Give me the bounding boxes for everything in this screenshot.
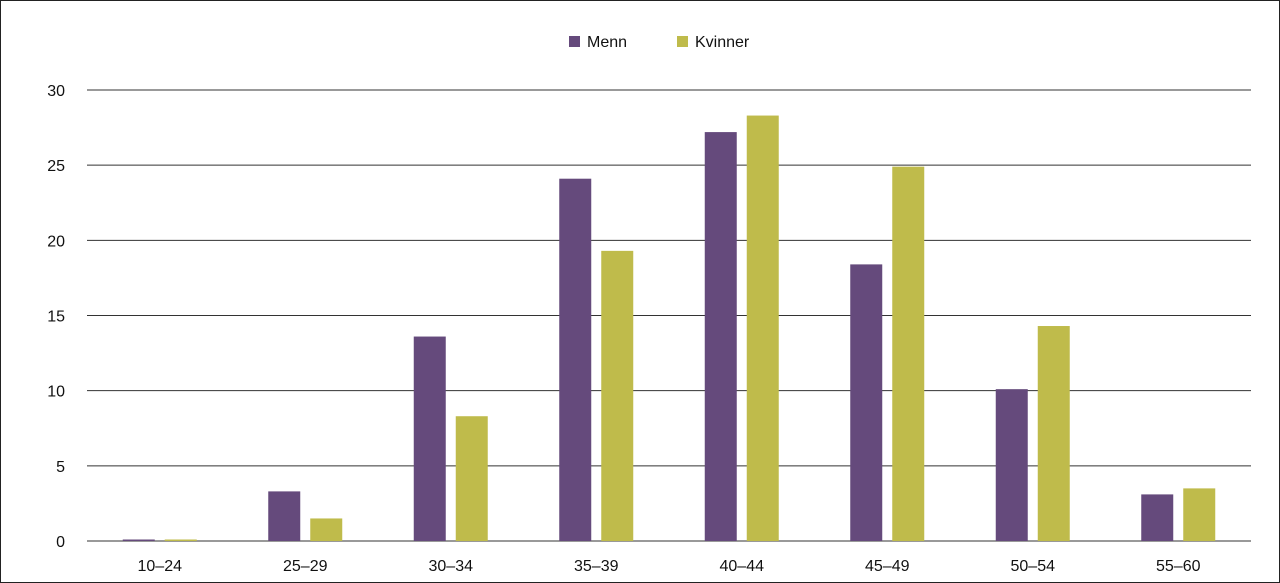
gridlines — [87, 89, 1251, 542]
x-tick-label: 10–24 — [138, 558, 183, 575]
bar-kvinner-4 — [746, 115, 779, 541]
y-tick-label: 25 — [47, 158, 65, 175]
legend-label-menn: Menn — [587, 34, 627, 51]
bar-menn-3 — [559, 178, 592, 542]
y-tick-label: 5 — [56, 459, 65, 476]
x-tick-label: 50–54 — [1011, 558, 1056, 575]
x-tick-label: 40–44 — [720, 558, 765, 575]
bar-menn-6 — [995, 389, 1028, 541]
bars — [122, 115, 1216, 542]
bar-menn-2 — [413, 336, 446, 541]
bar-menn-1 — [268, 491, 301, 541]
y-tick-label: 15 — [47, 309, 65, 326]
bar-kvinner-1 — [310, 518, 343, 541]
bar-kvinner-2 — [455, 416, 488, 541]
y-tick-label: 30 — [47, 83, 65, 100]
bar-kvinner-7 — [1183, 488, 1216, 541]
x-tick-label: 45–49 — [865, 558, 910, 575]
y-tick-label: 10 — [47, 384, 65, 401]
chart-legend: Menn Kvinner — [569, 34, 750, 51]
bar-kvinner-0 — [164, 539, 197, 541]
y-axis: 0 5 10 15 20 25 30 — [47, 83, 65, 551]
legend-swatch-kvinner — [677, 36, 688, 47]
bar-kvinner-3 — [601, 250, 634, 541]
legend-label-kvinner: Kvinner — [695, 34, 750, 51]
bar-menn-4 — [704, 132, 737, 542]
y-tick-label: 0 — [56, 534, 65, 551]
x-tick-label: 55–60 — [1156, 558, 1201, 575]
x-tick-label: 30–34 — [429, 558, 474, 575]
bar-kvinner-6 — [1037, 326, 1070, 541]
bar-menn-5 — [850, 264, 883, 541]
x-tick-label: 35–39 — [574, 558, 619, 575]
x-axis: 10–24 25–29 30–34 35–39 40–44 45–49 50–54 55–60 — [138, 558, 1201, 575]
bar-menn-0 — [122, 539, 155, 541]
legend-swatch-menn — [569, 36, 580, 47]
bar-kvinner-5 — [892, 166, 925, 542]
y-tick-label: 20 — [47, 233, 65, 250]
x-tick-label: 25–29 — [283, 558, 328, 575]
bar-menn-7 — [1141, 494, 1174, 541]
